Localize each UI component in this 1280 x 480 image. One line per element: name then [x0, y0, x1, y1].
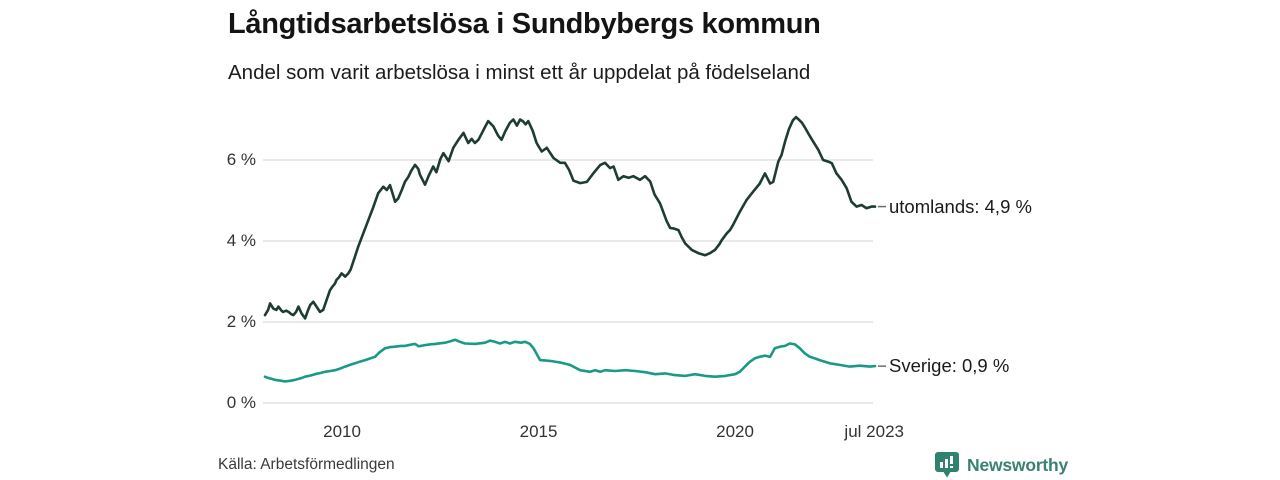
source-note: Källa: Arbetsförmedlingen [218, 456, 395, 473]
y-tick-label: 6 % [226, 150, 256, 169]
x-tick-label: 2020 [716, 422, 754, 441]
x-tick-label: 2010 [323, 422, 361, 441]
x-tick-label: jul 2023 [844, 422, 904, 441]
newsworthy-logo: Newsworthy [934, 451, 1068, 479]
chart-title: Långtidsarbetslösa i Sundbybergs kommun [228, 8, 821, 40]
chart-subtitle: Andel som varit arbetslösa i minst ett å… [228, 61, 811, 84]
bar-chart-speech-bubble-icon [934, 451, 960, 479]
y-tick-label: 4 % [226, 231, 256, 250]
x-tick-label: 2015 [519, 422, 558, 441]
y-tick-label: 2 % [226, 312, 256, 331]
brand-wordmark: Newsworthy [967, 454, 1069, 475]
series-label-sverige: Sverige: 0,9 % [889, 355, 1010, 377]
y-tick-label: 0 % [226, 393, 256, 412]
series-label-utomlands: utomlands: 4,9 % [889, 195, 1032, 217]
